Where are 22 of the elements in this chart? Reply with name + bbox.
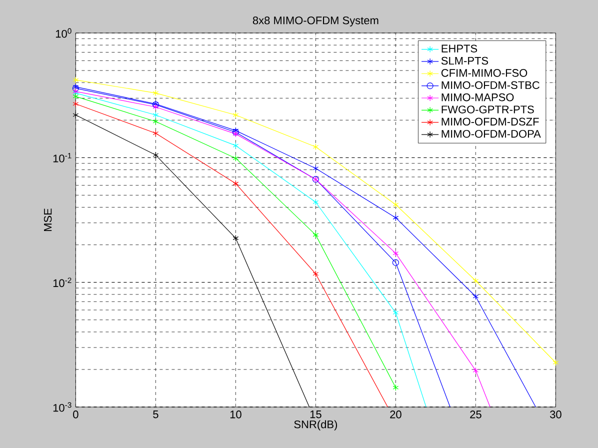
legend-label: MIMO-MAPSO <box>442 93 514 102</box>
legend-label: MIMO-OFDM-DSZF <box>442 118 539 126</box>
x-tick-label: 15 <box>310 410 322 418</box>
legend-label: MIMO-OFDM-DOPA <box>442 130 541 138</box>
chart-title: 8x8 MIMO-OFDM System <box>252 16 378 26</box>
x-tick-label: 25 <box>470 410 482 418</box>
x-axis-title: SNR(dB) <box>294 420 338 430</box>
y-tick-label: 10$^{-1}$ <box>53 152 72 162</box>
x-tick-label: 10 <box>230 410 242 418</box>
x-tick-label: 20 <box>390 410 402 418</box>
x-tick-label: 0 <box>73 410 78 418</box>
y-tick-label: 10$^{0}$ <box>56 28 72 38</box>
y-tick-label: 10$^{-2}$ <box>53 278 72 288</box>
legend-label: EHPTS <box>442 44 478 52</box>
x-tick-label: 5 <box>153 410 158 418</box>
y-axis-title: MSE <box>44 208 52 232</box>
x-tick-label: 30 <box>550 410 562 418</box>
legend-label: MIMO-OFDM-STBC <box>442 81 540 90</box>
y-tick-label: 10$^{-3}$ <box>53 402 72 412</box>
legend-label: FWGO-GPTR-PTS <box>442 106 534 114</box>
legend-label: CFIM-MIMO-FSO <box>441 69 528 77</box>
legend-label: SLM-PTS <box>441 56 488 65</box>
